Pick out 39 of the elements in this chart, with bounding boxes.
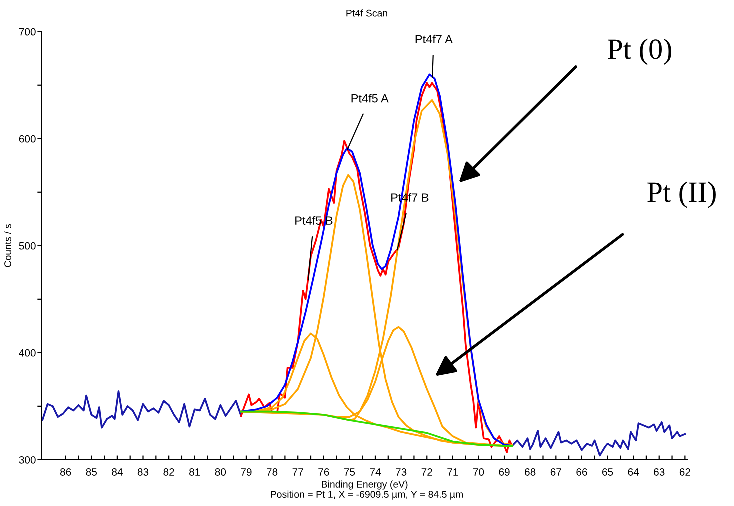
x-tick-label: 75	[344, 468, 356, 476]
y-tick-label: 400	[19, 349, 36, 357]
annotation: Pt4f5 A	[352, 94, 389, 103]
x-tick-label: 62	[680, 468, 690, 476]
x-tick-label: 84	[112, 468, 123, 476]
y-tick-label: 500	[19, 242, 36, 250]
x-tick-label: 73	[396, 468, 407, 476]
x-tick-label: 63	[654, 468, 665, 476]
text: Position = Pt 1, X = -6909.5 µm, Y = 84.5 µm	[271, 490, 463, 500]
x-tick-label: 77	[292, 468, 304, 476]
x-tick-label: 72	[422, 468, 432, 476]
x-tick-label: 82	[164, 468, 174, 476]
annotation: Pt (II)	[648, 182, 716, 208]
x-tick-label: 79	[241, 468, 252, 476]
annotation: Pt4f7 A	[416, 34, 453, 44]
x-tick-label: 69	[499, 468, 510, 476]
annotation: Pt4f5 B	[296, 216, 333, 225]
x-tick-label: 68	[525, 468, 536, 476]
y-tick-label: 600	[19, 135, 36, 143]
x-tick-label: 80	[215, 468, 226, 476]
x-tick-label: 81	[190, 468, 200, 476]
x-tick-label: 76	[318, 468, 330, 476]
x-tick-label: 70	[473, 468, 484, 476]
x-tick-label: 83	[138, 468, 149, 476]
annotation: Pt (0)	[608, 38, 672, 66]
x-tick-label: 86	[60, 468, 72, 476]
x-tick-label: 85	[86, 468, 97, 476]
x-axis-title: Binding Energy (eV)	[322, 480, 408, 490]
x-tick-label: 65	[602, 468, 614, 476]
y-tick-label: 300	[19, 456, 36, 464]
x-tick-label: 78	[267, 468, 278, 476]
y-axis-title: Counts / s	[4, 224, 12, 268]
y-tick-label: 700	[19, 28, 36, 36]
x-tick-label: 64	[628, 468, 640, 476]
chart-title: Pt4f Scan	[346, 10, 388, 17]
x-tick-label: 67	[550, 468, 562, 476]
x-tick-label: 71	[448, 468, 458, 476]
x-tick-label: 66	[576, 468, 588, 476]
x-tick-label: 74	[370, 468, 381, 476]
